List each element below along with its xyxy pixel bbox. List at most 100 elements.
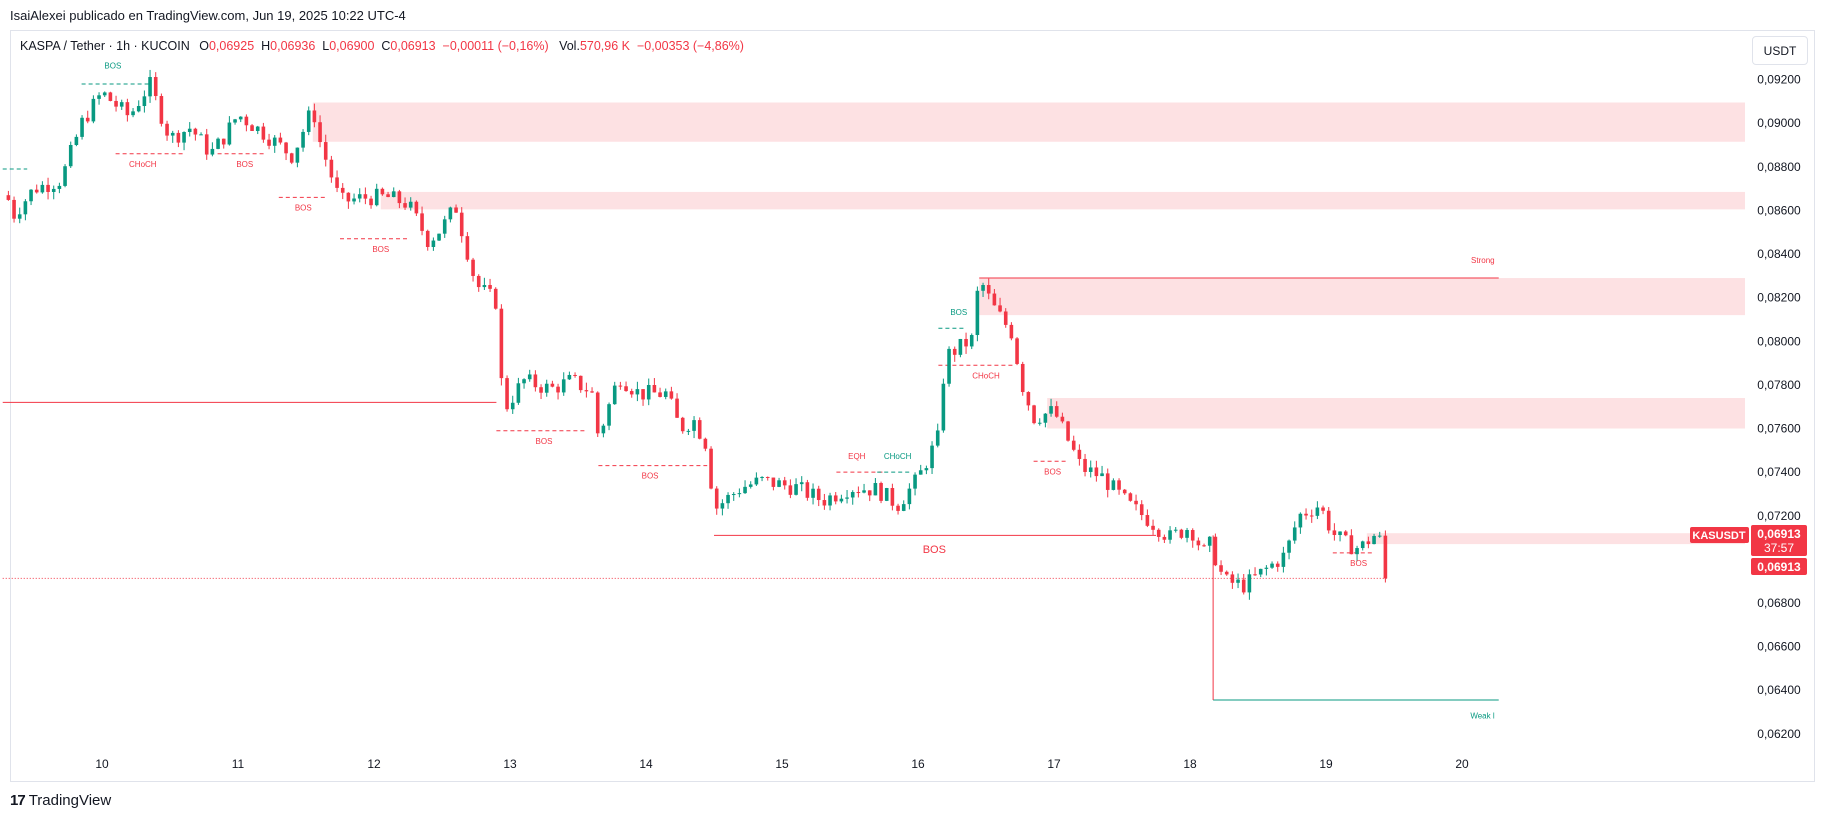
candle-body [499,308,504,379]
candle-body [1207,536,1212,546]
candle-body [1349,535,1354,555]
structure-label: Weak l [1470,712,1495,721]
candle-body [289,153,294,163]
candle-body [346,192,351,202]
candle-body [142,96,147,107]
candle-body [595,392,600,434]
volume-value: 570,96 K [579,39,630,53]
candle-body [743,486,747,494]
price-tick-label: 0,08200 [1757,291,1801,305]
candle-body [493,288,498,309]
candle-body [159,96,164,124]
candle-body [930,445,934,469]
candle-body [1083,458,1087,472]
candle-body [992,293,997,306]
currency-button[interactable]: USDT [1752,36,1808,65]
candle-body [284,142,288,154]
candle-body [1236,579,1240,583]
candle-body [556,386,560,393]
candle-body [51,188,56,192]
candle-body [590,391,594,393]
candle-body [488,285,492,289]
candle-body [522,379,526,384]
candle-body [352,198,356,202]
candle-body [1326,510,1331,531]
candle-body [408,201,413,208]
candle-body [879,483,883,501]
symbol-info[interactable]: KASPA / Tether · 1h · KUCOIN [20,39,190,53]
candle-body [1372,535,1376,545]
candle-body [425,230,430,247]
candle-body [1179,529,1184,538]
candle-body [958,338,963,355]
supply-zones [312,102,1745,545]
tradingview-footer[interactable]: 17 TradingView [10,792,111,809]
chart-frame [10,30,1815,782]
candle-body [1054,406,1059,417]
time-tick-label: 18 [1183,757,1197,771]
candle-body [737,493,742,495]
candle-body [1026,392,1031,406]
candle-body [380,188,385,195]
price-tick-label: 0,06800 [1757,596,1801,610]
candle-body [357,194,362,199]
candle-body [726,494,730,504]
candle-body [601,425,606,434]
candle-body [1128,493,1133,501]
candle-body [618,385,623,387]
candle-body [1366,541,1371,545]
candle-body [397,191,402,204]
candle-body [1077,449,1082,459]
supply-zone [380,191,1745,210]
candle-body [624,386,628,392]
candle-body [754,477,759,485]
candle-body [448,207,453,220]
price-labels: KASUSDT 0,06913 37:57 0,06913 [1690,525,1807,575]
brand-name: TradingView [28,792,112,809]
candle-body [947,348,951,384]
candle-body [1241,579,1246,593]
candle-body [403,203,407,208]
candle-body [1315,507,1320,516]
candle-body [913,474,917,489]
candle-body [573,374,577,376]
candle-body [420,213,424,231]
candle-body [884,488,889,501]
time-axis[interactable]: 10 11 12 13 14 15 16 17 18 19 20 [95,757,1469,771]
price-tick-label: 0,07200 [1757,509,1801,523]
candle-body [34,189,39,193]
candle-body [63,166,67,186]
candle-body [867,490,872,496]
candle-body [199,134,203,136]
structure-label: BOS [642,472,659,481]
candle-body [720,503,725,509]
open-label: O [199,39,209,53]
candle-body [952,348,957,355]
candle-body [833,495,838,502]
candle-body [975,290,980,336]
symbol-tag-text: KASUSDT [1692,530,1745,542]
structure-label: BOS [923,544,946,556]
candle-body [680,417,685,432]
candle-body [692,420,696,431]
candle-body [652,385,657,393]
candle-body [91,98,96,122]
candle-body [1247,574,1252,593]
price-tick-label: 0,07800 [1757,378,1801,392]
candle-body [1304,513,1308,516]
candle-body [312,110,317,123]
candle-body [629,391,634,395]
time-tick-label: 19 [1319,757,1333,771]
time-tick-label: 20 [1455,757,1469,771]
candle-body [709,448,713,489]
price-tick-label: 0,08400 [1757,247,1801,261]
candle-body [788,485,793,495]
candle-body [386,194,390,198]
candle-body [1015,338,1019,364]
candle-body [1173,529,1178,531]
structure-label: CHoCH [884,452,912,461]
price-axis[interactable]: 0,09200 0,09000 0,08800 0,08600 0,08400 0,082… [1757,73,1801,741]
candle-body [1309,515,1314,517]
candle-body [233,119,237,123]
